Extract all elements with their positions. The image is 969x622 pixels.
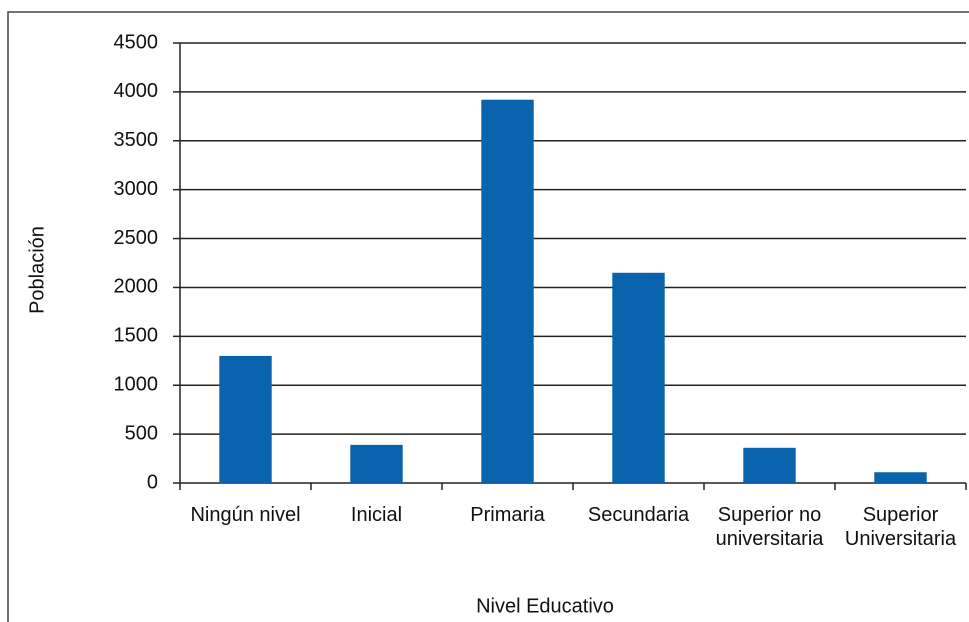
x-tick-label: Secundaria xyxy=(587,504,690,526)
x-axis-title: Nivel Educativo xyxy=(476,595,614,617)
bar xyxy=(481,99,534,483)
bar xyxy=(219,355,272,483)
y-tick-label: 2500 xyxy=(114,227,159,249)
x-tick-label: Primaria xyxy=(470,504,545,526)
bar xyxy=(350,444,403,483)
y-tick-label: 500 xyxy=(125,422,158,444)
bar xyxy=(874,472,927,483)
x-tick-label: Inicial xyxy=(350,504,403,526)
y-tick-label: 4000 xyxy=(114,80,159,102)
x-tick-label: Superior Universitaria xyxy=(844,504,957,550)
x-tick-label: Ningún nivel xyxy=(190,504,301,526)
bar xyxy=(612,272,665,483)
y-tick-label: 2000 xyxy=(114,276,159,298)
y-tick-label: 1500 xyxy=(114,325,159,347)
frame xyxy=(7,11,969,622)
bar xyxy=(743,447,796,483)
y-tick-label: 3000 xyxy=(114,178,159,200)
x-tick-label: Superior no universitaria xyxy=(715,504,824,550)
y-tick-label: 0 xyxy=(147,471,158,493)
y-tick-label: 1000 xyxy=(114,374,159,396)
y-tick-label: 4500 xyxy=(114,31,159,53)
y-axis-title: Población xyxy=(26,226,48,314)
y-tick-label: 3500 xyxy=(114,129,159,151)
